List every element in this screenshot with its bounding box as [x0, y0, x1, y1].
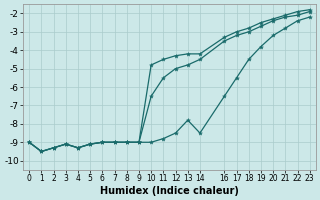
X-axis label: Humidex (Indice chaleur): Humidex (Indice chaleur) [100, 186, 239, 196]
